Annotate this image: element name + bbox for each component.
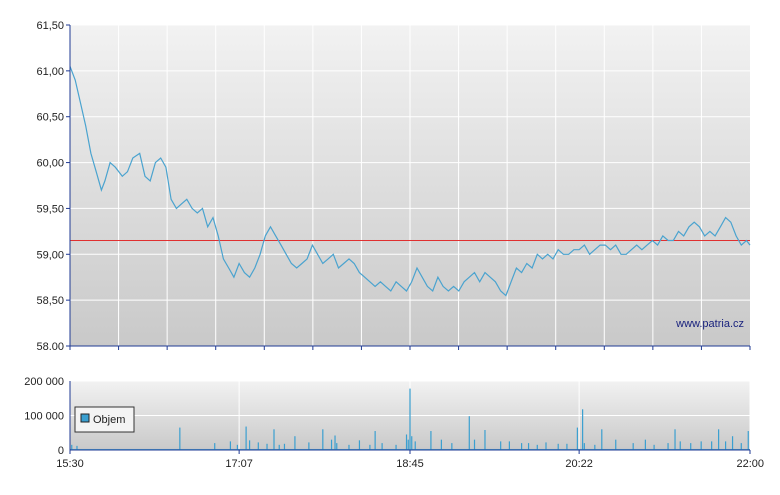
price-y-tick-label: 58.00 — [36, 341, 64, 353]
volume-y-tick-label: 0 — [58, 445, 64, 457]
price-panel: 58.00 58,50 59,00 59,50 60,00 60,50 61,00 61,50… — [36, 20, 751, 353]
price-x-tick-marks — [69, 346, 751, 350]
price-y-tick-label: 60,00 — [36, 158, 64, 170]
volume-x-tick-label: 20:22 — [565, 458, 593, 470]
price-y-tick-label: 60,50 — [36, 112, 64, 124]
volume-x-tick-label: 17:07 — [225, 458, 253, 470]
volume-bars — [70, 388, 750, 450]
volume-x-tick-label: 18:45 — [396, 458, 424, 470]
price-y-ticks: 58.00 58,50 59,00 59,50 60,00 60,50 61,00 61,50 — [36, 20, 70, 353]
volume-y-tick-label: 200 000 — [24, 376, 64, 388]
volume-x-tick-label: 15:30 — [56, 458, 84, 470]
price-y-tick-label: 58,50 — [36, 295, 64, 307]
legend-label: Objem — [93, 414, 125, 426]
price-y-tick-label: 59,00 — [36, 249, 64, 261]
price-y-tick-label: 59,50 — [36, 203, 64, 215]
watermark: www.patria.cz — [675, 318, 744, 330]
volume-y-ticks: 0 100 000 200 000 — [24, 376, 64, 457]
volume-legend: Objem — [74, 406, 135, 433]
price-y-tick-label: 61,00 — [36, 66, 64, 78]
volume-panel: 0 100 000 200 000 15:30 17:07 18:45 20:22 22:0… — [24, 376, 764, 470]
price-series-line — [69, 66, 751, 297]
price-y-tick-label: 61,50 — [36, 20, 64, 32]
price-grid — [70, 24, 750, 347]
legend-swatch — [80, 413, 90, 423]
volume-y-tick-label: 100 000 — [24, 411, 64, 423]
volume-x-ticks: 15:30 17:07 18:45 20:22 22:00 — [56, 450, 764, 470]
volume-x-tick-label: 22:00 — [736, 458, 764, 470]
